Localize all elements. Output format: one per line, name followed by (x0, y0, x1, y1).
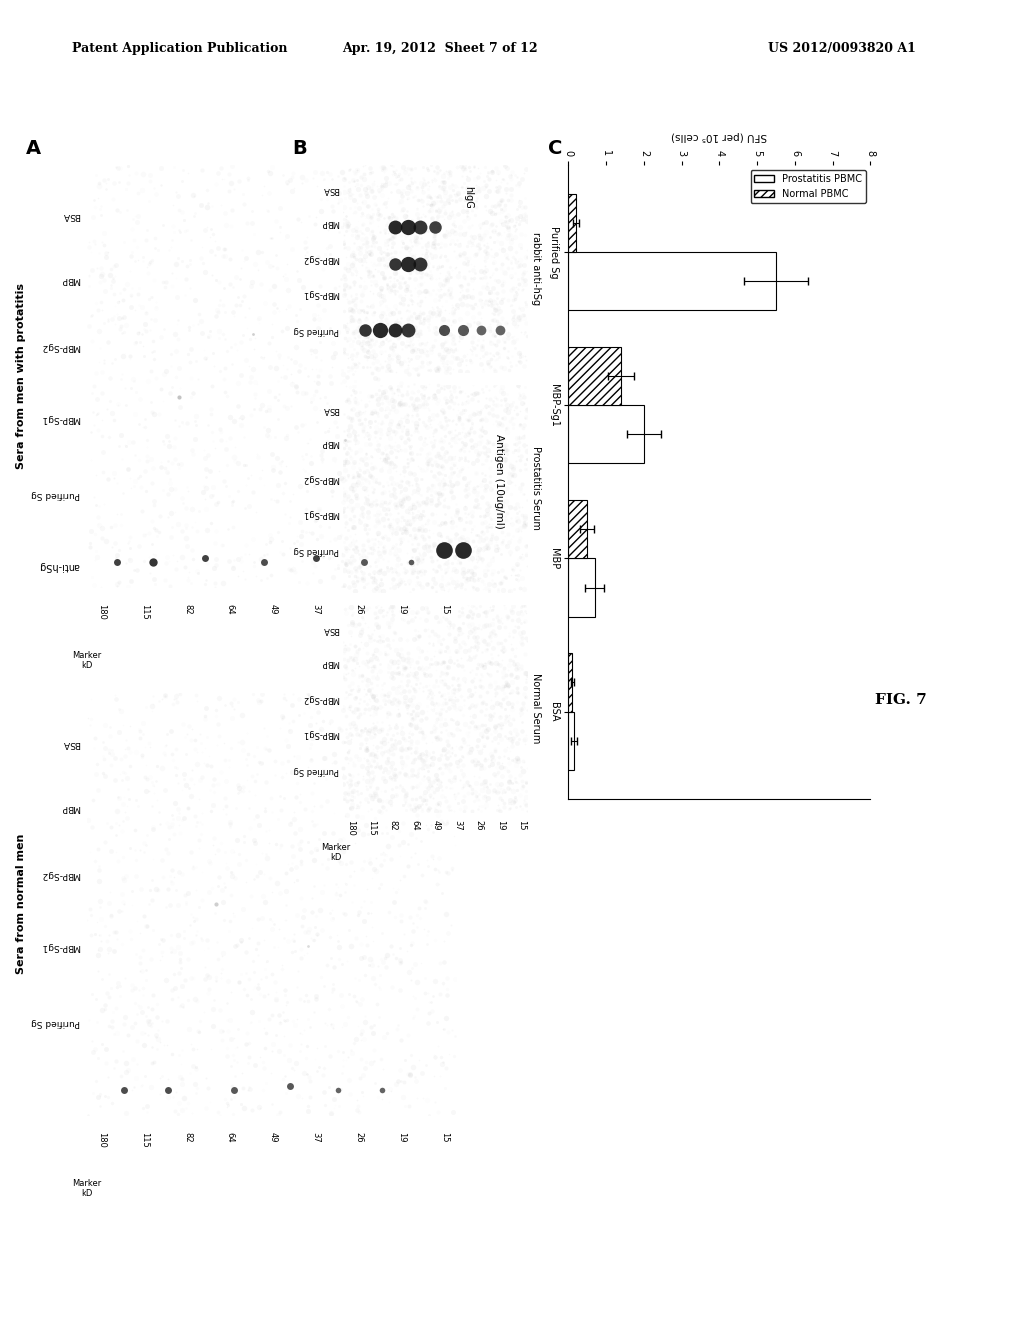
Text: 64: 64 (226, 605, 234, 615)
Text: 180: 180 (97, 605, 106, 620)
Text: 64: 64 (411, 820, 419, 830)
Text: Patent Application Publication: Patent Application Publication (72, 42, 287, 55)
Bar (568, 711, 574, 770)
Text: A: A (26, 139, 41, 157)
Text: 180: 180 (97, 1133, 106, 1148)
Text: 15: 15 (440, 1133, 450, 1143)
Text: Purified Sg: Purified Sg (294, 326, 339, 335)
Text: Sera from men with protatitis: Sera from men with protatitis (15, 284, 26, 469)
Text: B: B (292, 139, 306, 157)
Text: MBP-Sg2: MBP-Sg2 (302, 474, 339, 483)
Text: MBP-Sg1: MBP-Sg1 (302, 729, 339, 738)
Text: 115: 115 (140, 605, 150, 620)
Bar (568, 405, 644, 463)
Text: 19: 19 (397, 605, 407, 615)
Text: 37: 37 (311, 605, 321, 615)
Text: MBP: MBP (322, 218, 339, 227)
Text: 82: 82 (183, 605, 191, 615)
Text: BSA: BSA (61, 739, 80, 748)
Text: MBP-Sg2: MBP-Sg2 (302, 693, 339, 702)
Bar (568, 500, 587, 558)
Text: 82: 82 (183, 1133, 191, 1143)
Bar (568, 252, 776, 310)
Text: BSA: BSA (61, 211, 80, 220)
Text: MBP-Sg2: MBP-Sg2 (40, 870, 80, 879)
Text: MBP-Sg1: MBP-Sg1 (40, 942, 80, 950)
Text: Purified Sg: Purified Sg (31, 490, 80, 499)
Text: MBP-Sg2: MBP-Sg2 (302, 253, 339, 263)
Text: Apr. 19, 2012  Sheet 7 of 12: Apr. 19, 2012 Sheet 7 of 12 (342, 42, 539, 55)
Text: MBP-Sg1: MBP-Sg1 (40, 414, 80, 422)
Text: 49: 49 (432, 820, 440, 830)
Text: Purified Sg: Purified Sg (294, 546, 339, 554)
Text: Prostatitis Serum: Prostatitis Serum (531, 446, 541, 531)
Text: Marker
kD: Marker kD (73, 651, 101, 671)
Text: MBP: MBP (322, 659, 339, 668)
Text: MBP-Sg1: MBP-Sg1 (302, 289, 339, 298)
Text: 37: 37 (311, 1133, 321, 1143)
Text: 82: 82 (389, 820, 397, 830)
Legend: Prostatitis PBMC, Normal PBMC: Prostatitis PBMC, Normal PBMC (751, 170, 865, 202)
Text: MBP: MBP (60, 803, 80, 812)
Text: Normal Serum: Normal Serum (531, 673, 541, 743)
Text: 115: 115 (368, 820, 377, 836)
Text: rabbit anti-hSg: rabbit anti-hSg (531, 232, 541, 305)
Text: BSA: BSA (323, 405, 339, 414)
Text: FIG. 7: FIG. 7 (876, 693, 927, 706)
Text: 15: 15 (517, 820, 526, 830)
Text: 49: 49 (268, 605, 278, 615)
Text: 15: 15 (440, 605, 450, 615)
Bar (568, 194, 575, 252)
Text: MBP-Sg1: MBP-Sg1 (302, 508, 339, 517)
Text: hIgG: hIgG (463, 186, 473, 209)
X-axis label: SFU (per 10⁵ cells): SFU (per 10⁵ cells) (672, 131, 767, 141)
Text: 37: 37 (453, 820, 462, 830)
Bar (568, 347, 622, 405)
Text: BSA: BSA (323, 626, 339, 635)
Text: 19: 19 (496, 820, 505, 830)
Text: Marker
kD: Marker kD (73, 1179, 101, 1199)
Text: 26: 26 (354, 1133, 364, 1143)
Text: 26: 26 (354, 605, 364, 615)
Text: MBP: MBP (322, 438, 339, 447)
Text: 180: 180 (346, 820, 355, 836)
Text: Purified Sg: Purified Sg (31, 1018, 80, 1027)
Text: BSA: BSA (323, 185, 339, 194)
Bar (568, 653, 572, 711)
Text: Sera from normal men: Sera from normal men (15, 834, 26, 974)
Text: Purified Sg: Purified Sg (294, 766, 339, 775)
Text: 19: 19 (397, 1133, 407, 1143)
Text: Marker
kD: Marker kD (322, 843, 350, 862)
Text: C: C (548, 139, 562, 157)
Bar (568, 558, 595, 616)
Text: MBP: MBP (60, 275, 80, 284)
Text: US 2012/0093820 A1: US 2012/0093820 A1 (768, 42, 915, 55)
Text: 64: 64 (226, 1133, 234, 1143)
Text: anti-hSg: anti-hSg (39, 561, 80, 570)
Text: 115: 115 (140, 1133, 150, 1148)
Text: 49: 49 (268, 1133, 278, 1143)
Y-axis label: Antigen (10ug/ml): Antigen (10ug/ml) (494, 434, 504, 529)
Text: 26: 26 (474, 820, 483, 830)
Text: MBP-Sg2: MBP-Sg2 (40, 342, 80, 351)
